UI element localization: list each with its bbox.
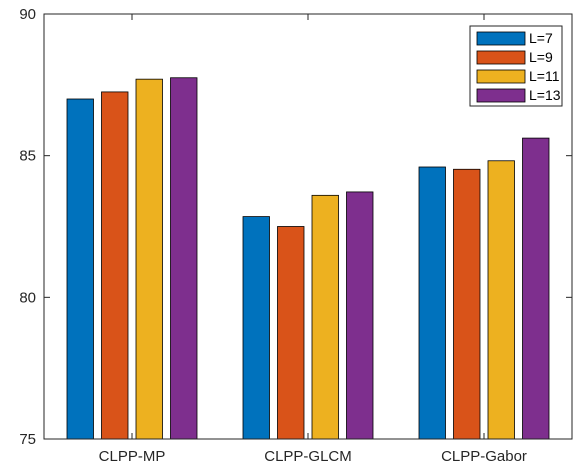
bar-l9-clpp-glcm — [277, 226, 305, 440]
legend: L=7 L=9 L=11 L=13 — [469, 25, 563, 107]
bar-l7-clpp-gabor — [418, 166, 446, 440]
bar-l13-clpp-mp — [170, 77, 198, 440]
bar-l9-clpp-mp — [101, 91, 129, 440]
y-tick-label: 80 — [19, 289, 36, 306]
bar-l11-clpp-mp — [135, 78, 163, 440]
legend-label: L=7 — [529, 30, 553, 46]
legend-swatch — [476, 69, 526, 84]
y-tick-label: 85 — [19, 148, 36, 165]
legend-label: L=11 — [529, 68, 560, 84]
legend-swatch — [476, 88, 526, 103]
bar-l13-clpp-glcm — [346, 191, 374, 440]
legend-label: L=9 — [529, 49, 553, 65]
y-tick-label: 90 — [19, 6, 36, 23]
bars-layer — [66, 77, 550, 440]
bar-l9-clpp-gabor — [453, 168, 481, 440]
bar-l7-clpp-glcm — [242, 216, 270, 440]
bar-l11-clpp-gabor — [487, 160, 515, 440]
x-tick-label: CLPP-MP — [99, 448, 166, 465]
bar-l13-clpp-gabor — [522, 137, 550, 440]
bar-l11-clpp-glcm — [311, 194, 339, 440]
x-tick-label: CLPP-GLCM — [264, 448, 352, 465]
legend-label: L=13 — [529, 87, 561, 103]
x-tick-label: CLPP-Gabor — [441, 448, 527, 465]
legend-swatch — [476, 31, 526, 46]
legend-swatch — [476, 50, 526, 65]
axes-layer: 75 80 85 90 CLPP-MP CLPP-GLCM CLPP-Gabor — [19, 6, 573, 465]
y-tick-label: 75 — [19, 431, 36, 448]
bar-l7-clpp-mp — [66, 98, 94, 440]
